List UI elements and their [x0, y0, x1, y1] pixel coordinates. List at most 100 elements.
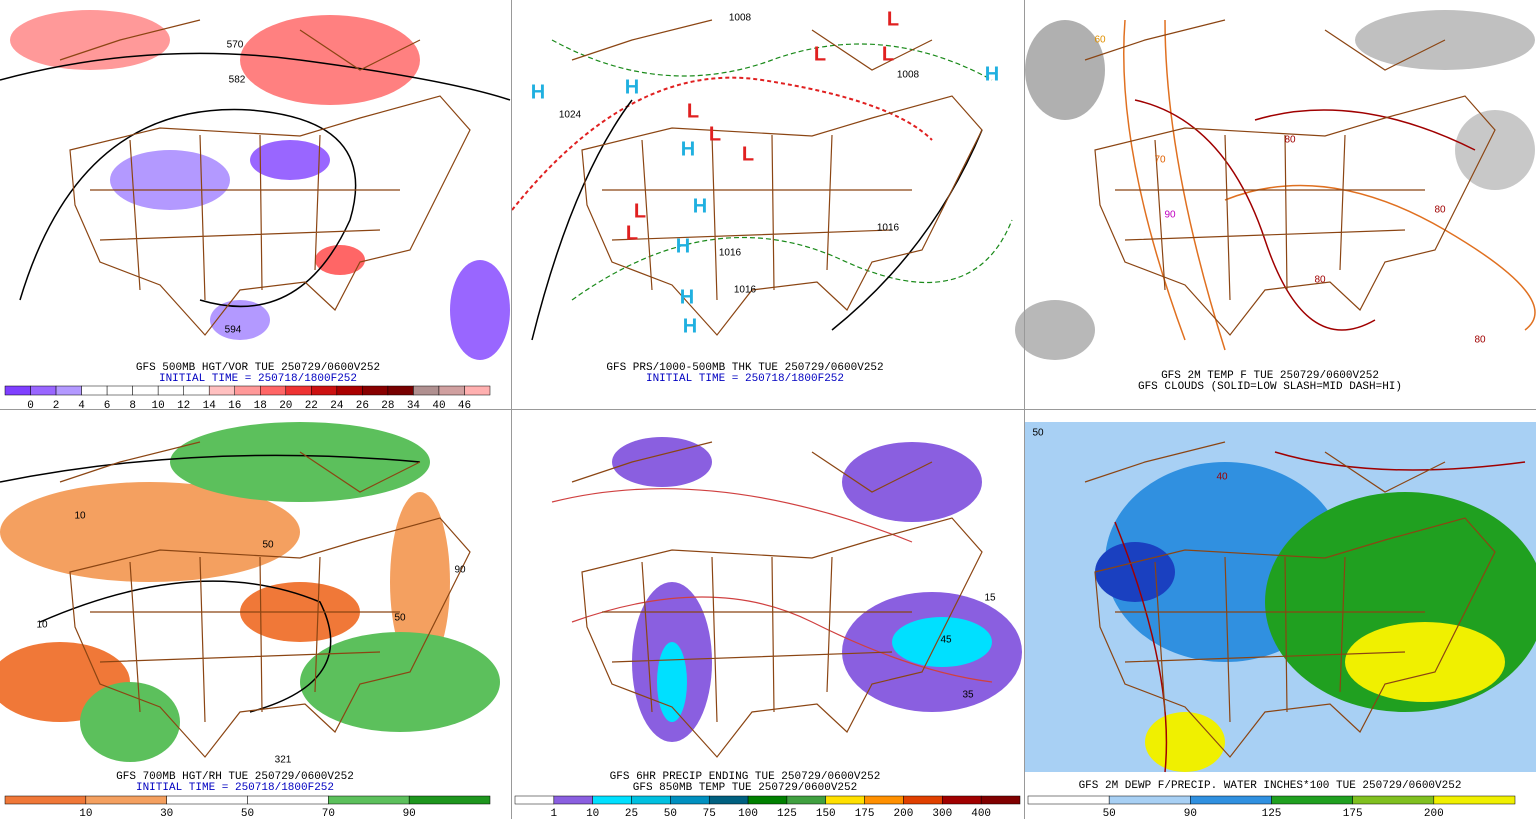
colorbar-swatch	[55, 385, 82, 396]
colorbar-label: 100	[738, 808, 758, 819]
colorbar-label: 50	[241, 808, 254, 819]
colorbar-label: 10	[586, 808, 599, 819]
caption: GFS CLOUDS (SOLID=LOW SLASH=MID DASH=HI)	[1138, 381, 1402, 393]
caption: GFS 850MB TEMP TUE 250729/0600V252	[633, 782, 857, 794]
map-label: 35	[962, 690, 974, 701]
colorbar-label: 28	[381, 400, 394, 412]
colorbar-swatch	[30, 385, 57, 396]
map-label: 570	[227, 40, 244, 51]
colorbar-label: 90	[403, 808, 416, 819]
colorbar-swatch	[260, 385, 287, 396]
map-label: H	[531, 81, 545, 103]
map-700mb	[0, 422, 500, 762]
colorbar-swatch	[903, 795, 943, 805]
colorbar-swatch	[247, 795, 329, 805]
colorbar-swatch	[464, 385, 491, 396]
colorbar-swatch	[631, 795, 671, 805]
colorbar-label: 10	[152, 400, 165, 412]
caption: GFS PRS/1000-500MB THK TUE 250729/0600V2…	[606, 362, 883, 374]
map-label: H	[985, 63, 999, 85]
colorbar-swatch	[81, 385, 108, 396]
map-label: 1008	[897, 70, 920, 81]
colorbar-label: 50	[664, 808, 677, 819]
colorbar-label: 75	[703, 808, 716, 819]
colorbar-swatch	[514, 795, 555, 805]
colorbar-label: 300	[932, 808, 952, 819]
map-label: 582	[229, 75, 246, 86]
caption: INITIAL TIME = 250718/1800F252	[646, 373, 844, 385]
map-label: 90	[1164, 210, 1176, 221]
map-label: 321	[275, 755, 292, 766]
colorbar-swatch	[1433, 795, 1516, 805]
colorbar-label: 0	[27, 400, 34, 412]
colorbar-label: 70	[322, 808, 335, 819]
colorbar-label: 125	[777, 808, 797, 819]
map-label: 50	[394, 613, 406, 624]
map-precip	[551, 437, 1022, 758]
colorbar-swatch	[157, 385, 184, 396]
map-label: 1016	[734, 285, 757, 296]
colorbar-label: 50	[1103, 808, 1116, 819]
colorbar-swatch	[864, 795, 904, 805]
map-label: H	[683, 315, 697, 337]
map-label: H	[681, 138, 695, 160]
colorbar-label: 20	[279, 400, 292, 412]
map-label: 80	[1314, 275, 1326, 286]
colorbar-swatch	[408, 795, 491, 805]
colorbar-label: 90	[1184, 808, 1197, 819]
colorbar-label: 175	[855, 808, 875, 819]
colorbar-label: 1	[551, 808, 558, 819]
colorbar-label: 30	[160, 808, 173, 819]
colorbar-label: 4	[78, 400, 85, 412]
colorbar-swatch	[4, 795, 87, 805]
colorbar-swatch	[670, 795, 710, 805]
map-label: 90	[454, 565, 466, 576]
map-label: 1008	[729, 13, 752, 24]
colorbar-label: 40	[432, 400, 445, 412]
colorbar-label: 8	[129, 400, 136, 412]
map-label: L	[814, 43, 826, 65]
map-label: L	[687, 100, 699, 122]
map-label: 10	[36, 620, 48, 631]
colorbar-label: 125	[1262, 808, 1282, 819]
caption: GFS 2M TEMP F TUE 250729/0600V252	[1161, 370, 1379, 382]
map-label: L	[742, 143, 754, 165]
colorbar-swatch	[234, 385, 261, 396]
colorbar-label: 200	[894, 808, 914, 819]
map-500mb	[0, 10, 511, 360]
map-label: L	[887, 8, 899, 30]
map-label: 70	[1154, 155, 1166, 166]
colorbar-label: 24	[330, 400, 344, 412]
map-label: 40	[1216, 472, 1228, 483]
map-label: 80	[1474, 335, 1486, 346]
map-label: H	[625, 76, 639, 98]
colorbar-label: 25	[625, 808, 638, 819]
map-label: H	[693, 195, 707, 217]
map-label: 80	[1434, 205, 1446, 216]
colorbar-swatch	[85, 795, 167, 805]
colorbar-swatch	[183, 385, 210, 396]
colorbar-swatch	[438, 385, 465, 396]
colorbar-swatch	[106, 385, 133, 396]
colorbar-label: 400	[971, 808, 991, 819]
colorbar-swatch	[208, 385, 235, 396]
colorbar-swatch	[786, 795, 827, 805]
map-label: 60	[1094, 35, 1106, 46]
colorbar-label: 10	[79, 808, 92, 819]
colorbar-label: 175	[1343, 808, 1363, 819]
colorbar-label: 26	[356, 400, 369, 412]
map-label: L	[634, 200, 646, 222]
colorbar-swatch	[4, 385, 31, 396]
caption: INITIAL TIME = 250718/1800F252	[136, 782, 334, 794]
colorbar-swatch	[708, 795, 749, 805]
colorbar-swatch	[166, 795, 248, 805]
colorbar-swatch	[132, 385, 159, 396]
colorbar-swatch	[328, 795, 410, 805]
caption: INITIAL TIME = 250718/1800F252	[159, 373, 357, 385]
caption: GFS 700MB HGT/RH TUE 250729/0600V252	[116, 771, 354, 783]
colorbar-label: 12	[177, 400, 190, 412]
colorbar-swatch	[336, 385, 363, 396]
colorbar-swatch	[592, 795, 632, 805]
